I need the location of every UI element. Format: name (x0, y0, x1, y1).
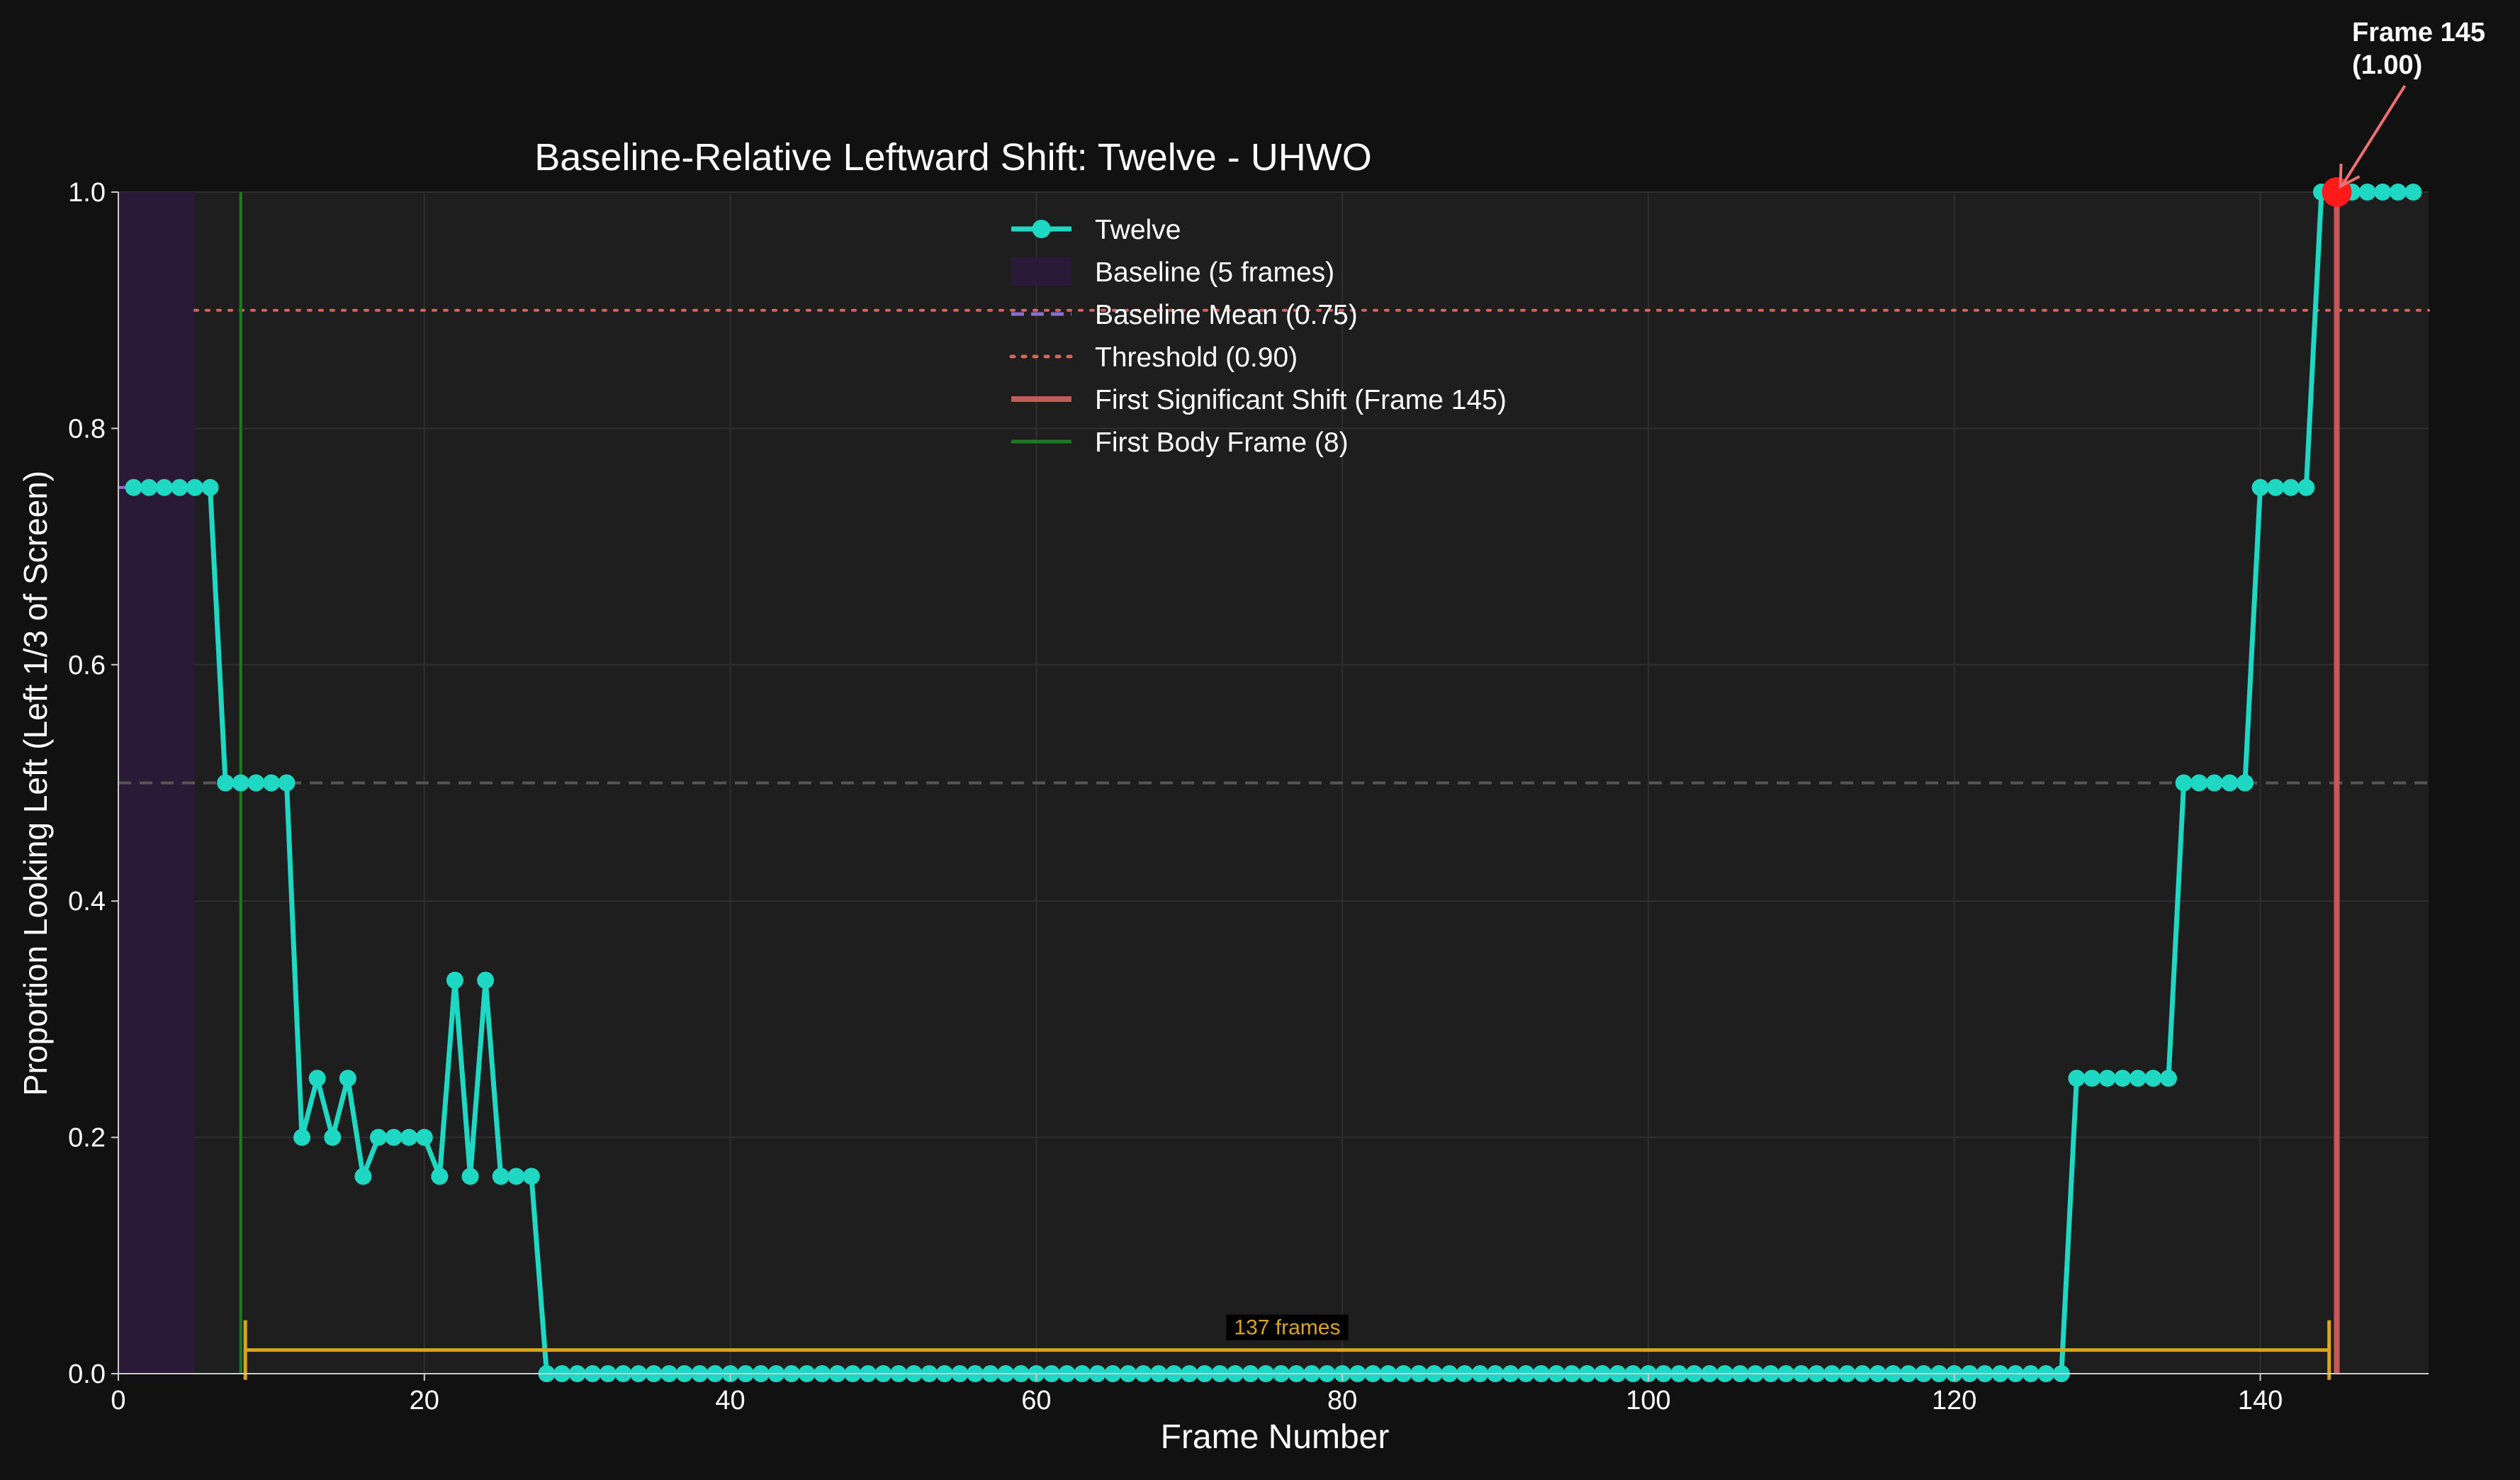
data-point (477, 971, 495, 989)
legend-swatch-baseline (1011, 257, 1071, 286)
data-point (278, 774, 296, 792)
legend-label: Baseline Mean (0.75) (1095, 300, 1358, 330)
data-point (2297, 478, 2315, 496)
data-point (2389, 184, 2407, 201)
data-point (2221, 774, 2239, 792)
legend-label: Threshold (0.90) (1095, 342, 1298, 373)
legend-swatch-marker (1032, 220, 1051, 238)
x-tick-label: 140 (2238, 1386, 2283, 1415)
data-point (2129, 1070, 2147, 1087)
data-point (370, 1128, 388, 1146)
data-point (2083, 1070, 2101, 1087)
legend: Twelve Baseline (5 frames) Baseline Mean (… (1009, 215, 1507, 458)
data-point (2175, 774, 2193, 792)
data-point (2374, 184, 2392, 201)
x-tick-label: 80 (1327, 1386, 1357, 1415)
x-tick-label: 0 (111, 1386, 125, 1415)
x-tick-label: 120 (1932, 1386, 1976, 1415)
legend-label: Twelve (1095, 215, 1181, 245)
span-label: 137 frames (1234, 1316, 1340, 1340)
data-point (324, 1128, 342, 1146)
legend-label: First Body Frame (8) (1095, 427, 1349, 458)
data-point (2159, 1070, 2177, 1087)
data-point (308, 1070, 326, 1087)
data-point (400, 1128, 418, 1146)
data-point (2251, 478, 2269, 496)
x-axis-label: Frame Number (1161, 1418, 1390, 1456)
legend-label: First Significant Shift (Frame 145) (1095, 385, 1507, 415)
data-point (201, 478, 219, 496)
data-point (431, 1167, 449, 1185)
x-tick-label: 100 (1626, 1386, 1670, 1415)
data-point (2236, 774, 2254, 792)
annotation-arrow (2341, 84, 2407, 186)
legend-label: Baseline (5 frames) (1095, 257, 1334, 288)
data-point (2190, 774, 2208, 792)
span-label-box (1226, 1314, 1349, 1340)
data-point (2358, 184, 2376, 201)
data-point (2404, 184, 2422, 201)
data-point (125, 478, 142, 496)
data-point (217, 774, 235, 792)
data-point (2098, 1070, 2116, 1087)
y-tick-label: 0.2 (68, 1123, 106, 1153)
data-point (339, 1070, 356, 1087)
data-point (354, 1167, 372, 1185)
data-point (385, 1128, 403, 1146)
data-point (461, 1167, 479, 1185)
x-tick-label: 60 (1021, 1386, 1051, 1415)
data-point (2114, 1070, 2132, 1087)
data-point (262, 774, 280, 792)
data-point (2144, 1070, 2162, 1087)
data-point (155, 478, 173, 496)
data-point (2282, 478, 2300, 496)
data-point (171, 478, 189, 496)
y-tick-label: 0.0 (68, 1360, 106, 1389)
data-point (247, 774, 265, 792)
y-tick-label: 0.4 (68, 887, 106, 916)
data-point (507, 1167, 525, 1185)
data-point (492, 1167, 510, 1185)
data-point (415, 1128, 433, 1146)
data-point (446, 971, 463, 989)
x-tick-label: 20 (410, 1386, 439, 1415)
ticks: 0 20 40 60 80 100 120 140 0.0 0.2 0.4 0.6 0.8 1.0 (68, 178, 2283, 1415)
y-tick-label: 0.8 (68, 414, 106, 444)
annotation-text-value: (1.00) (2352, 50, 2422, 80)
data-point (2068, 1070, 2086, 1087)
y-tick-label: 0.6 (68, 651, 106, 680)
data-point (2267, 478, 2285, 496)
span-layer: 137 frames (243, 1314, 2331, 1380)
annotation-arrowhead (2339, 163, 2361, 189)
y-tick-label: 1.0 (68, 178, 106, 208)
data-point (522, 1167, 540, 1185)
annotation-text-frame: Frame 145 (2352, 18, 2485, 47)
x-tick-label: 40 (715, 1386, 745, 1415)
data-point (232, 774, 249, 792)
y-axis-label: Proportion Looking Left (Left 1/3 of Scr… (17, 471, 54, 1096)
axes (118, 192, 2429, 1374)
data-point (2205, 774, 2223, 792)
annotation-layer: Frame 145 (1.00) (2322, 18, 2485, 207)
data-point (293, 1128, 311, 1146)
data-point (186, 478, 203, 496)
data-point (140, 478, 158, 496)
chart-title: Baseline-Relative Leftward Shift: Twelve… (534, 136, 1371, 179)
